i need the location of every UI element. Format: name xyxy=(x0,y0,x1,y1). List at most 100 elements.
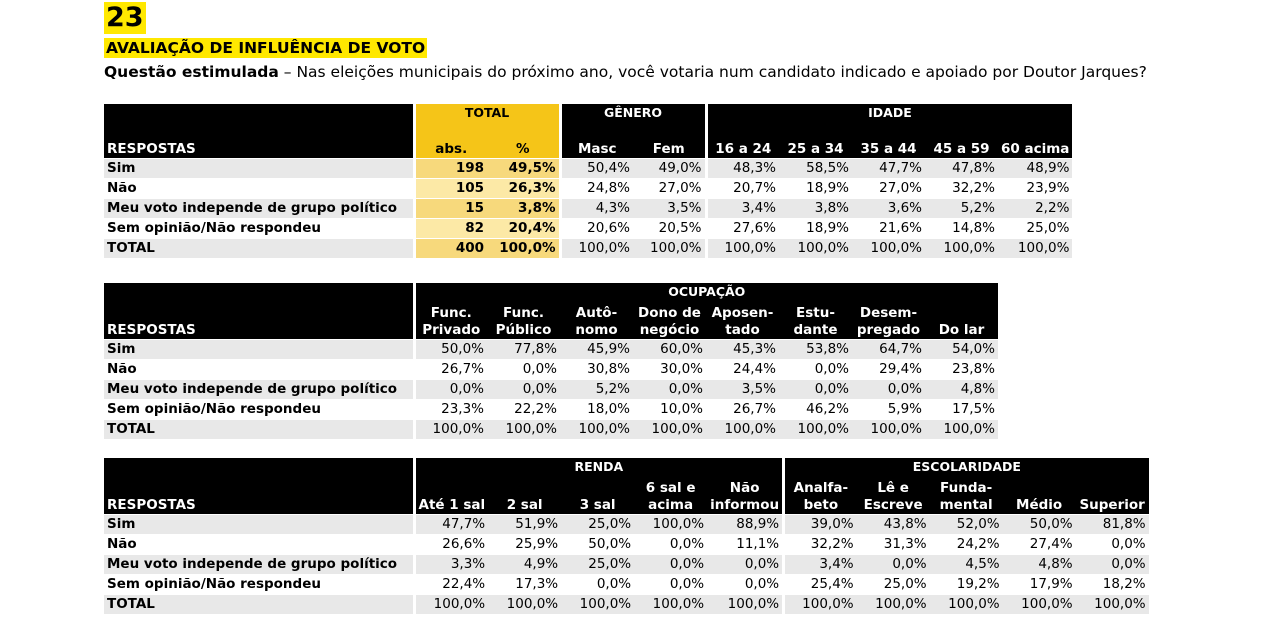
column-header: 35 a 44 xyxy=(852,122,925,158)
column-header: 2 sal xyxy=(488,476,562,514)
cell-value: 50,0% xyxy=(561,533,635,554)
row-label: Não xyxy=(104,533,414,554)
cell-value: 3,5% xyxy=(706,378,779,399)
cell-value: 22,2% xyxy=(487,398,560,419)
column-header-line1: RESPOSTAS xyxy=(107,496,196,513)
column-header: Dono de negócio xyxy=(633,301,706,339)
cell-value: 50,4% xyxy=(558,157,633,178)
column-header-line1: Desem- xyxy=(859,304,918,321)
page-number: 23 xyxy=(104,2,146,34)
cell-value: 50,0% xyxy=(412,338,487,359)
cell-value: 26,6% xyxy=(412,533,489,554)
cell-value: 0,0% xyxy=(1075,553,1149,574)
cell-value: 17,9% xyxy=(1002,573,1076,594)
cell-value: 0,0% xyxy=(634,533,708,554)
cell-value: 0,0% xyxy=(856,553,930,574)
cell-value: 3,4% xyxy=(704,197,779,218)
column-header: Funda-mental xyxy=(929,476,1003,514)
cell-value: 30,8% xyxy=(560,358,633,379)
cell-value: 100,0% xyxy=(782,593,857,614)
column-header-line1: Autô- xyxy=(575,304,618,321)
cell-value: 46,2% xyxy=(779,398,852,419)
table-renda-escolaridade: RENDA ESCOLARIDADE RESPOSTAS Até 1 sal 2 s… xyxy=(104,458,1149,614)
cell-value: 19,2% xyxy=(929,573,1003,594)
question: Questão estimulada – Nas eleições munici… xyxy=(104,62,1147,82)
column-header-line1: Func. xyxy=(503,304,544,321)
cell-value: 0,0% xyxy=(561,573,635,594)
column-header-line1: Estu- xyxy=(796,304,835,321)
cell-value: 0,0% xyxy=(633,378,706,399)
cell-value: 3,3% xyxy=(412,553,489,574)
cell-value: 100,0% xyxy=(852,237,925,258)
column-header-line2: Escreve xyxy=(863,496,923,513)
cell-value: 20,6% xyxy=(558,217,633,238)
table-row: Sim 50,0% 77,8% 45,9% 60,0% 45,3% 53,8% 64,7% 54… xyxy=(104,338,998,359)
column-header: Func. Público xyxy=(487,301,560,339)
column-header: Fem xyxy=(633,122,706,158)
cell-value: 88,9% xyxy=(707,513,784,534)
table-row: Meu voto independe de grupo político 0,0%… xyxy=(104,378,998,399)
cell-value: 3,4% xyxy=(782,553,857,574)
column-header-line1: Func. xyxy=(430,304,472,321)
column-header-line2: Privado xyxy=(422,321,481,338)
column-header-line1 xyxy=(564,480,631,497)
cell-value: 18,2% xyxy=(1075,573,1149,594)
cell-value: 100,0% xyxy=(704,237,779,258)
group-idade: IDADE xyxy=(704,104,1073,122)
cell-value: 105 xyxy=(412,177,487,198)
column-header-line1: Lê e xyxy=(877,479,909,496)
table1-corner xyxy=(104,104,414,122)
cell-value: 100,0% xyxy=(925,237,998,258)
table-row: TOTAL 100,0% 100,0% 100,0% 100,0% 100,0% 100,0… xyxy=(104,418,998,439)
column-header: RESPOSTAS xyxy=(104,122,414,158)
column-header-line2: negócio xyxy=(639,321,700,338)
column-header: 60 acima xyxy=(998,122,1073,158)
cell-value: 25,0% xyxy=(561,513,635,534)
cell-value: 47,7% xyxy=(412,513,489,534)
table-row: Meu voto independe de grupo político 15 3,… xyxy=(104,197,1073,218)
column-header-line1 xyxy=(1079,480,1146,497)
table-row: Não 105 26,3% 24,8% 27,0% 20,7% 18,9% 27,0% 32,2… xyxy=(104,177,1073,198)
column-header: 6 sal e acima xyxy=(634,476,708,514)
cell-value: 25,0% xyxy=(998,217,1073,238)
cell-value: 52,0% xyxy=(929,513,1003,534)
table-row: Sem opinião/Não respondeu 23,3% 22,2% 18,0%… xyxy=(104,398,998,419)
cell-value: 26,3% xyxy=(487,177,560,198)
cell-value: 60,0% xyxy=(633,338,706,359)
cell-value: 0,0% xyxy=(707,573,784,594)
cell-value: 100,0% xyxy=(1002,593,1076,614)
cell-value: 18,0% xyxy=(560,398,633,419)
cell-value: 0,0% xyxy=(707,553,784,574)
cell-value: 47,8% xyxy=(925,157,998,178)
column-header-line1: Aposen- xyxy=(711,304,774,321)
cell-value: 100,0% xyxy=(633,237,706,258)
cell-value: 0,0% xyxy=(779,378,852,399)
cell-value: 27,6% xyxy=(704,217,779,238)
cell-value: 100,0% xyxy=(488,593,562,614)
cell-value: 50,0% xyxy=(1002,513,1076,534)
cell-value: 49,0% xyxy=(633,157,706,178)
cell-value: 18,9% xyxy=(779,177,852,198)
row-label: TOTAL xyxy=(104,418,414,439)
table-row: Sim 198 49,5% 50,4% 49,0% 48,3% 58,5% 47,7% 47,8… xyxy=(104,157,1073,178)
cell-value: 23,9% xyxy=(998,177,1073,198)
group-total: TOTAL xyxy=(412,104,560,122)
column-header-line1 xyxy=(419,480,486,497)
cell-value: 20,4% xyxy=(487,217,560,238)
cell-value: 24,4% xyxy=(706,358,779,379)
cell-value: 198 xyxy=(412,157,487,178)
cell-value: 100,0% xyxy=(558,237,633,258)
cell-value: 27,0% xyxy=(633,177,706,198)
cell-value: 100,0% xyxy=(856,593,930,614)
column-header: 16 a 24 xyxy=(704,122,779,158)
cell-value: 32,2% xyxy=(925,177,998,198)
cell-value: 11,1% xyxy=(707,533,784,554)
cell-value: 29,4% xyxy=(852,358,925,379)
cell-value: 25,0% xyxy=(561,553,635,574)
table3-corner xyxy=(104,458,414,476)
column-header-line2: pregado xyxy=(856,321,921,338)
page-title: AVALIAÇÃO DE INFLUÊNCIA DE VOTO xyxy=(104,38,428,58)
cell-value: 4,3% xyxy=(558,197,633,218)
cell-value: 5,9% xyxy=(852,398,925,419)
column-header: Estu-dante xyxy=(779,301,852,339)
